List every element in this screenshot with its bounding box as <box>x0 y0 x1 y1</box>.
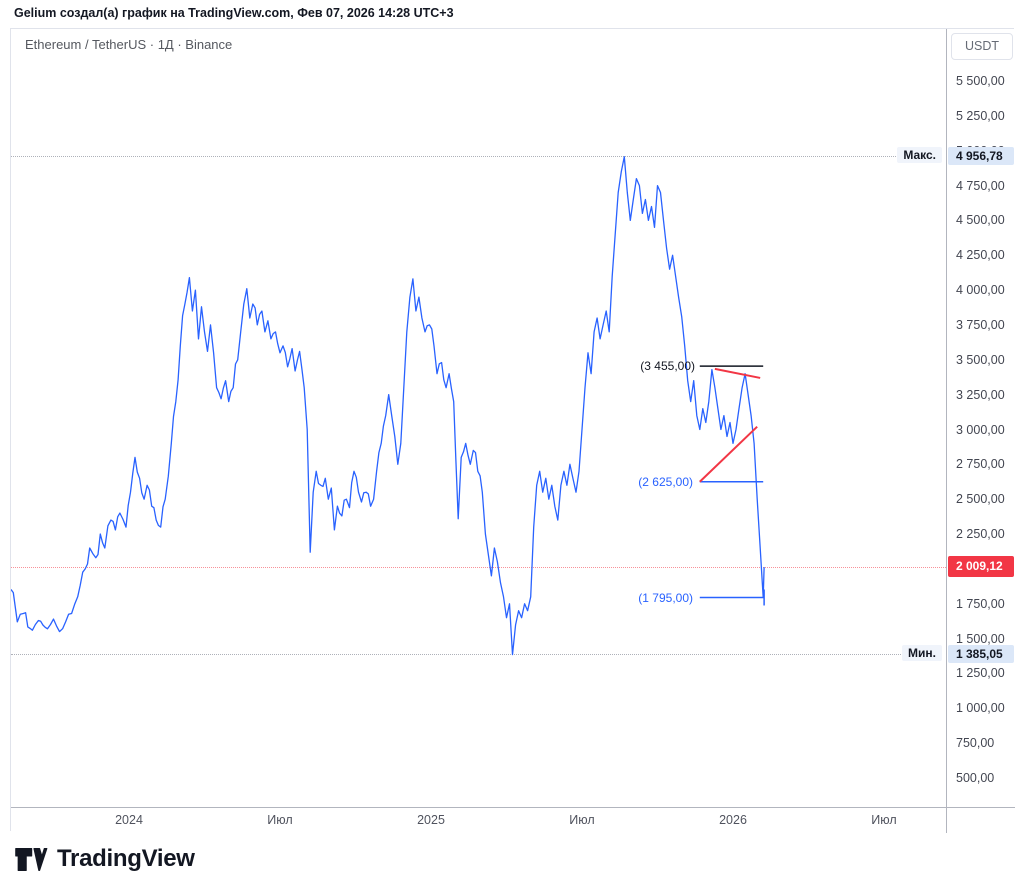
price-tick: 2 500,00 <box>956 492 1005 507</box>
tradingview-logo-icon <box>15 847 48 871</box>
time-tick: Июл <box>267 813 293 827</box>
price-tick: 5 500,00 <box>956 74 1005 88</box>
last-price-badge: 2 009,12 <box>948 556 1014 577</box>
price-tick: 4 750,00 <box>956 178 1005 193</box>
tradingview-logo-text: TradingView <box>57 845 195 872</box>
price-tick: 1 750,00 <box>956 596 1005 611</box>
price-tick: 500,00 <box>956 771 995 785</box>
price-tick: 2 250,00 <box>956 527 1005 542</box>
drawing-trend-lower-red <box>699 425 758 483</box>
min-price-badge: 1 385,05 <box>948 645 1014 663</box>
price-tick: 1 500,00 <box>956 631 1005 646</box>
price-tick: 2 750,00 <box>956 457 1005 472</box>
min-price-dotted-line <box>11 654 909 655</box>
price-tick: 4 250,00 <box>956 248 1005 263</box>
max-price-badge: 4 956,78 <box>948 147 1014 165</box>
chart-pane[interactable]: (3 455,00) (2 625,00) (1 795,00) Макс. М… <box>11 29 946 807</box>
price-tick: 4 000,00 <box>956 283 1005 298</box>
symbol-title[interactable]: Ethereum / TetherUS · 1Д · Binance <box>25 37 233 52</box>
chart-widget: Ethereum / TetherUS · 1Д · Binance (3 45… <box>10 28 1015 833</box>
time-tick: Июл <box>871 813 897 827</box>
price-tick: 3 750,00 <box>956 317 1005 332</box>
price-tick: 3 500,00 <box>956 352 1005 367</box>
axis-separator <box>946 808 947 833</box>
time-tick: 2024 <box>115 813 143 827</box>
last-price-dotted-line <box>11 567 946 568</box>
level-label-3455: (3 455,00) <box>640 359 695 373</box>
price-tick: 3 000,00 <box>956 422 1005 437</box>
attribution-text: Gelium создал(а) график на TradingView.c… <box>14 6 454 20</box>
time-tick: Июл <box>569 813 595 827</box>
price-tick: 1 000,00 <box>956 701 1005 716</box>
price-tick: 1 250,00 <box>956 666 1005 681</box>
price-tick: 750,00 <box>956 736 995 751</box>
time-tick: 2025 <box>417 813 445 827</box>
time-axis[interactable]: 2024 Июл 2025 Июл 2026 Июл <box>11 807 1015 833</box>
price-axis[interactable]: USDT 5 500,005 250,005 000,004 750,004 5… <box>946 29 1015 807</box>
max-marker-label: Макс. <box>897 147 942 163</box>
currency-button[interactable]: USDT <box>951 33 1013 60</box>
price-tick: 5 250,00 <box>956 108 1005 123</box>
time-tick: 2026 <box>719 813 747 827</box>
price-line-chart <box>11 156 765 656</box>
min-marker-label: Мин. <box>902 645 942 661</box>
drawing-trend-upper-red <box>714 367 761 379</box>
tradingview-logo[interactable]: TradingView <box>14 845 195 873</box>
max-price-dotted-line <box>11 156 904 157</box>
level-label-1795: (1 795,00) <box>638 591 693 605</box>
level-label-2625: (2 625,00) <box>638 475 693 489</box>
price-tick: 3 250,00 <box>956 387 1005 402</box>
price-tick: 4 500,00 <box>956 213 1005 228</box>
